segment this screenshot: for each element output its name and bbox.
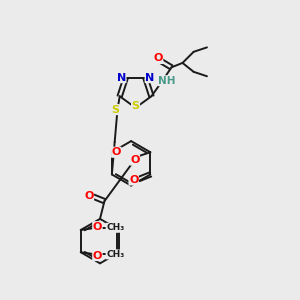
Text: S: S	[111, 105, 119, 115]
Text: N: N	[145, 73, 154, 82]
Text: O: O	[129, 175, 138, 185]
Text: O: O	[130, 155, 140, 165]
Text: O: O	[84, 190, 94, 201]
Text: O: O	[153, 53, 163, 64]
Text: S: S	[132, 100, 140, 111]
Text: N: N	[117, 73, 126, 82]
Text: NH: NH	[158, 76, 176, 86]
Text: CH₃: CH₃	[106, 223, 124, 232]
Text: O: O	[112, 147, 121, 157]
Text: O: O	[93, 250, 102, 261]
Text: CH₃: CH₃	[106, 250, 124, 259]
Text: O: O	[93, 222, 102, 232]
